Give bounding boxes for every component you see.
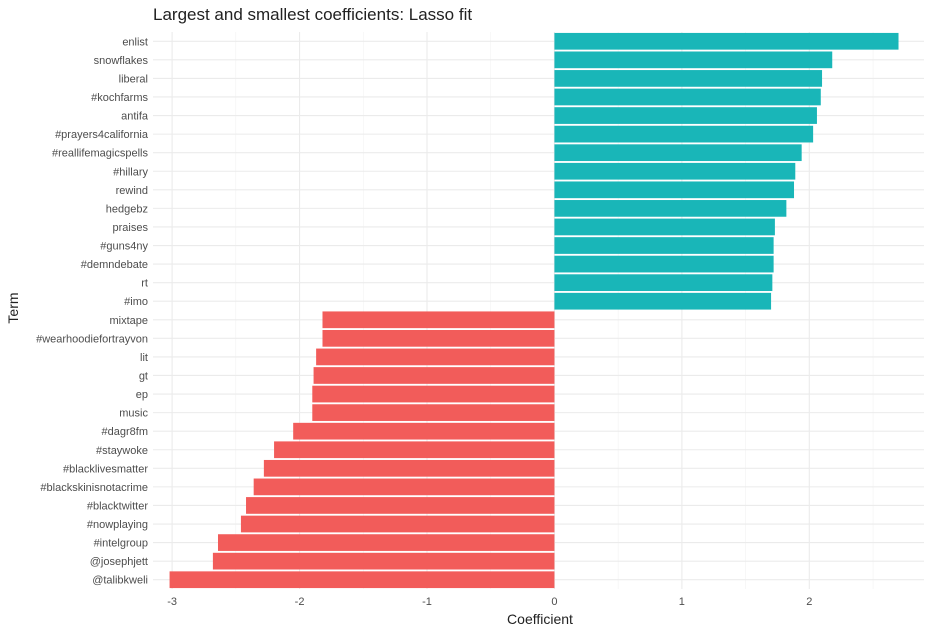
y-tick-label: mixtape — [109, 315, 148, 327]
y-tick-label: #imo — [124, 296, 148, 308]
y-tick-label: #blacktwitter — [87, 500, 148, 512]
bar-nowplaying — [240, 515, 555, 533]
y-tick-label: snowflakes — [94, 55, 149, 67]
y-tick-label: liberal — [119, 73, 148, 85]
bar-reallifemagicspells — [554, 144, 802, 162]
bar-snowflakes — [554, 51, 833, 69]
y-tick-label: #dagr8fm — [102, 426, 148, 438]
bar-guns4ny — [554, 237, 774, 254]
bars — [169, 32, 899, 589]
bar-enlist — [554, 32, 899, 50]
bar-rt — [554, 274, 773, 292]
bar-prayers4california — [554, 125, 814, 143]
y-tick-label: enlist — [122, 36, 148, 48]
bar-imo — [554, 292, 772, 310]
bar-hedgebz — [554, 200, 787, 217]
bar-rewind — [554, 181, 795, 199]
bar-lit — [316, 348, 555, 366]
y-tick-label: #nowplaying — [87, 519, 148, 531]
x-tick-label: -3 — [167, 596, 177, 608]
bar-blacktwitter — [246, 497, 555, 514]
bar-wearhoodiefortrayvon — [322, 329, 555, 347]
bar-talibkweli — [169, 571, 555, 589]
bar-hillary — [554, 162, 796, 180]
y-tick-label: rewind — [116, 185, 148, 197]
chart-title: Largest and smallest coefficients: Lasso… — [153, 5, 472, 24]
bar-antifa — [554, 107, 817, 124]
x-tick-label: 0 — [551, 596, 557, 608]
x-tick-label: -2 — [295, 596, 305, 608]
bar-josephjett — [212, 552, 555, 570]
x-axis-title: Coefficient — [507, 611, 573, 627]
bar-intelgroup — [217, 534, 555, 551]
bar-ep — [312, 385, 555, 403]
bar-gt — [313, 367, 555, 384]
y-tick-label: #blacklivesmatter — [63, 463, 148, 475]
y-axis-title: Term — [5, 292, 21, 323]
x-tick-label: 2 — [806, 596, 812, 608]
y-tick-label: rt — [141, 278, 148, 290]
bar-praises — [554, 218, 775, 236]
y-tick-label: #demndebate — [81, 259, 148, 271]
y-tick-label: #prayers4california — [55, 129, 149, 141]
y-tick-label: #blackskinisnotacrime — [40, 482, 148, 494]
y-tick-label: ep — [136, 389, 148, 401]
y-tick-label: #hillary — [113, 166, 148, 178]
y-tick-label: #staywoke — [96, 445, 148, 457]
bar-kochfarms — [554, 88, 821, 106]
y-tick-label: gt — [139, 370, 148, 382]
bar-liberal — [554, 70, 823, 87]
x-tick-label: -1 — [422, 596, 432, 608]
bar-demndebate — [554, 255, 774, 273]
y-tick-label: antifa — [121, 111, 149, 123]
y-tick-label: music — [119, 408, 148, 420]
y-tick-label: @talibkweli — [92, 575, 148, 587]
y-tick-label: #wearhoodiefortrayvon — [36, 333, 148, 345]
bar-mixtape — [322, 311, 555, 329]
bar-blackskinisnotacrime — [253, 478, 555, 496]
y-tick-label: hedgebz — [106, 203, 148, 215]
y-tick-label: praises — [113, 222, 149, 234]
bar-dagr8fm — [293, 422, 555, 440]
y-tick-label: #kochfarms — [91, 92, 148, 104]
x-tick-label: 1 — [679, 596, 685, 608]
y-tick-label: lit — [140, 352, 148, 364]
y-tick-label: #reallifemagicspells — [52, 148, 148, 160]
bar-staywoke — [274, 441, 555, 459]
bar-blacklivesmatter — [263, 459, 555, 477]
y-tick-label: #intelgroup — [94, 538, 148, 550]
bar-music — [312, 404, 555, 421]
tick-labels: -3 -2 -1 0 1 2 enlist snowflakes liberal #kochfar… — [36, 36, 812, 608]
y-tick-label: @josephjett — [90, 556, 148, 568]
y-tick-label: #guns4ny — [100, 241, 148, 253]
